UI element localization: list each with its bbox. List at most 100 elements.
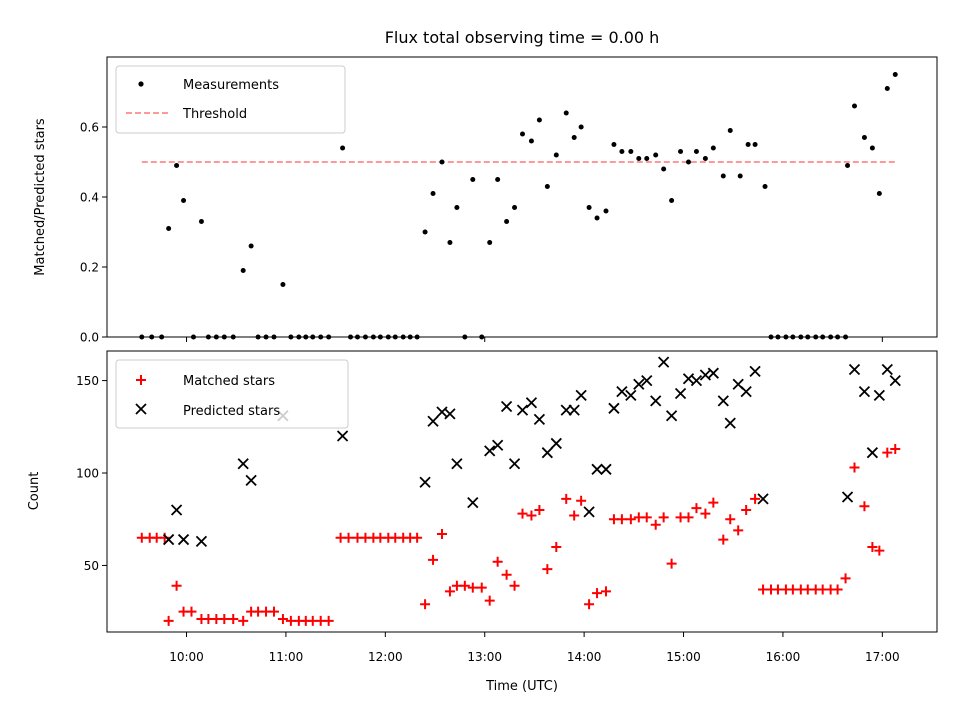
ratio-legend: Measurements Threshold [115,65,346,134]
figure-title: Flux total observing time = 0.00 h [385,28,660,47]
measurements-point [685,159,691,165]
count-x-tick-label: 10:00 [169,650,204,664]
matched-stars-point [733,525,744,536]
predicted-stars-point [516,404,529,416]
measurements-point [702,156,708,161]
predicted-stars-point [591,463,603,475]
measurements-point [628,149,634,154]
measurements-point [166,226,172,231]
predicted-stars-point [583,506,595,518]
predicted-stars-point [757,493,769,505]
measurements-point [536,117,542,123]
predicted-stars-point [724,417,736,429]
matched-stars-point [561,493,572,504]
measurements-point [636,156,642,161]
predicted-stars-point [690,374,703,387]
matched-stars-point [700,508,711,519]
predicted-stars-point [641,374,653,387]
matched-stars-point [641,512,652,523]
ratio-ticks: 0.0 0.2 0.4 0.6 [80,121,883,345]
matched-stars-point [436,529,447,540]
measurements-point [181,198,187,203]
predicted-stars-point [500,400,513,413]
measurements-point [884,86,890,91]
measurements-point [470,177,476,182]
predicted-stars-point [658,356,670,368]
matched-stars-point [501,569,512,580]
measurements-point [762,184,768,189]
matched-stars-point [658,512,669,523]
matched-stars-point [509,580,520,591]
matched-stars-legend-marker [136,375,146,385]
predicted-stars-point [162,533,175,546]
measurements-point [487,240,493,245]
measurements-point [198,219,204,224]
ratio-y-axis-label: Matched/Predicted stars [33,118,48,276]
count-ticks: 50 100 150 10:00 11:00 12:00 13:00 14:00 15:00 16… [76,374,900,664]
matched-stars-point [517,508,528,519]
matched-stars-point [268,606,279,617]
measurements-point [720,173,726,179]
measurements-point [603,208,609,214]
measurements-point [495,177,501,182]
predicted-stars-point [467,496,479,509]
ratio-y-tick-label: 0.0 [80,331,99,345]
matched-stars-point [542,564,553,575]
measurements-point [512,205,518,210]
matched-stars-point [569,510,580,521]
predicted-stars-point [717,395,729,407]
count-y-tick-label: 150 [76,374,99,388]
matched-stars-point [741,504,752,515]
count-axes-frame [106,350,938,633]
measurements-point [528,138,534,144]
predicted-stars-point [508,458,521,470]
measurements-point [422,229,428,235]
matched-stars-point [163,615,174,626]
matched-stars-point [840,573,851,584]
measurements-point [519,131,525,137]
predicted-stars-point [881,363,893,376]
measurements-point [594,215,600,221]
measurements-point [845,163,851,168]
measurements-point [504,219,510,224]
predicted-stars-point [525,397,538,409]
ratio-y-tick-label: 0.6 [80,121,99,135]
matched-stars-point [467,582,478,593]
matched-stars-point [718,534,729,545]
matched-stars-point [412,532,423,543]
measurements-point [861,135,867,140]
count-x-tick-label: 13:00 [467,650,502,664]
predicted-stars-point [170,504,183,516]
measurements-point [553,152,559,158]
predicted-stars-point [336,430,349,442]
measurements-point [340,145,346,151]
count-y-axis-label: Count [27,472,42,511]
matched-stars-point [576,495,587,506]
predicted-stars-point [484,445,496,457]
matched-stars-point [683,512,694,523]
predicted-stars-point [419,476,431,488]
measurements-point [240,268,246,273]
count-x-tick-label: 14:00 [567,650,602,664]
count-y-tick-label: 50 [84,559,99,573]
predicted-stars-legend-label: Predicted stars [183,404,280,419]
measurements-point [174,163,180,168]
matched-stars-point [459,580,470,591]
matched-stars-point [750,493,761,504]
ratio-legend-box [115,65,346,134]
count-y-tick-label: 100 [76,467,99,481]
predicted-stars-point [873,389,885,402]
matched-stars-point [849,462,860,473]
matched-stars-point [219,614,230,625]
matched-stars-point [228,614,239,625]
ratio-y-tick-label: 0.4 [80,191,99,205]
matched-stars-point [420,599,431,610]
matched-stars-point [323,615,334,626]
measurements-point [892,72,898,77]
matched-stars-point [526,510,537,521]
measurements-point [619,149,625,154]
measurements-point [737,173,743,179]
matched-stars-point [186,606,197,617]
predicted-stars-point [608,402,620,414]
